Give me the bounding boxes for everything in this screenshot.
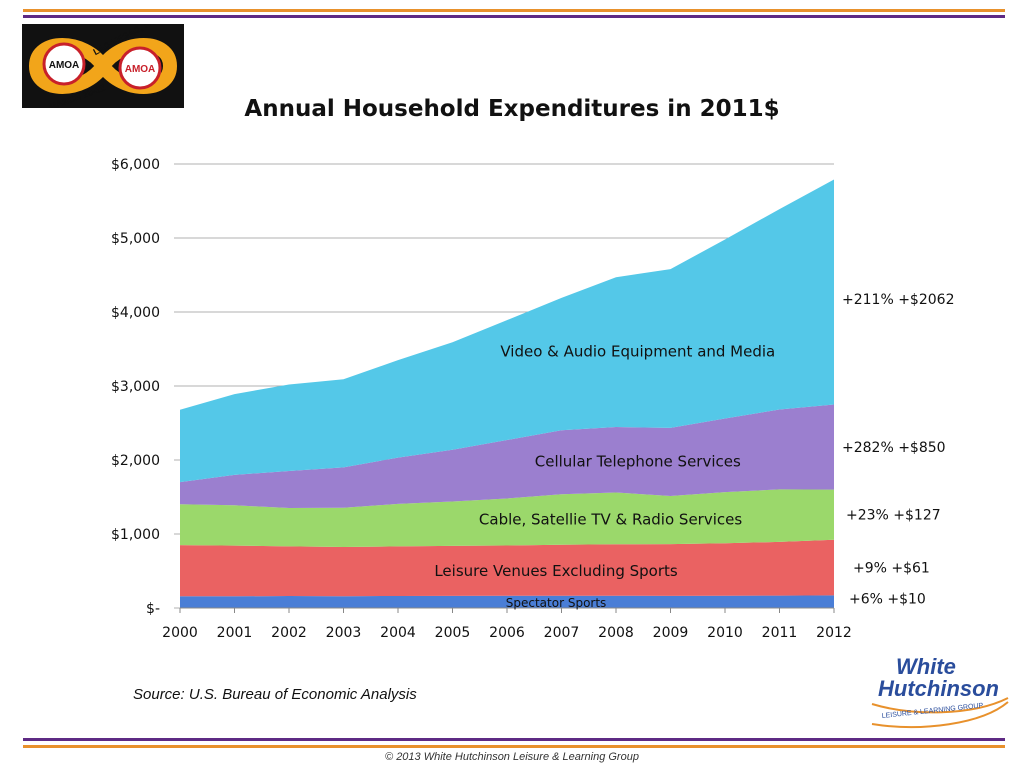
area-leisure-venues-excluding-sports: [180, 539, 834, 597]
white-hutchinson-logo-graphic: White Hutchinson LEISURE & LEARNING GROU…: [871, 654, 1009, 729]
chart-areas: [180, 179, 834, 608]
series-label: Cellular Telephone Services: [535, 453, 741, 471]
x-tick-label: 2012: [816, 625, 852, 641]
y-tick-label: $3,000: [111, 379, 160, 395]
chart-axes: $- $1,000 $2,000 $3,000 $4,000 $5,000 $6,000 20…: [111, 157, 852, 641]
x-tick-label: 2003: [326, 625, 362, 641]
logo-word-white: White: [896, 654, 956, 679]
logo-word-hutchinson: Hutchinson: [878, 676, 999, 701]
y-tick-label: $1,000: [111, 527, 160, 543]
amoa-event-logo: AMOA AMOA LAS VEGAS, NV MARCH 20-22: [22, 16, 184, 112]
series-change-annotation: +282% +$850: [842, 440, 946, 456]
logo-tagline: LEISURE & LEARNING GROUP: [881, 702, 983, 720]
area-video-audio-equipment-and-media: [180, 179, 834, 483]
x-tick-label: 2011: [762, 625, 798, 641]
white-hutchinson-logo: White Hutchinson LEISURE & LEARNING GROU…: [862, 652, 1010, 732]
series-change-annotation: +23% +$127: [846, 508, 941, 524]
area-spectator-sports: [180, 595, 834, 608]
x-tick-label: 2007: [544, 625, 580, 641]
top-rule-orange: [23, 9, 1005, 12]
slide-title: Annual Household Expenditures in 2011$: [244, 96, 780, 122]
y-tick-label: $-: [146, 601, 160, 617]
amoa-logo-graphic: AMOA AMOA LAS VEGAS, NV MARCH 20-22: [22, 16, 184, 112]
source-note: Source: U.S. Bureau of Economic Analysis: [133, 686, 417, 703]
x-tick-label: 2002: [271, 625, 307, 641]
x-tick-label: 2001: [217, 625, 253, 641]
y-tick-label: $6,000: [111, 157, 160, 173]
y-tick-label: $4,000: [111, 305, 160, 321]
series-change-annotation: +9% +$61: [853, 561, 930, 577]
bottom-rule-orange: [23, 745, 1005, 748]
y-tick-label: $5,000: [111, 231, 160, 247]
area-cellular-telephone-services: [180, 404, 834, 508]
bottom-rule-purple: [23, 738, 1005, 741]
series-label: Cable, Satellie TV & Radio Services: [479, 510, 742, 528]
chart-annotations: +6% +$10 +9% +$61 +23% +$127 +282% +$850 +21…: [842, 292, 954, 607]
chart-series-labels: Spectator Sports Leisure Venues Excluding…: [434, 343, 775, 610]
x-tick-label: 2000: [162, 625, 198, 641]
x-tick-label: 2009: [653, 625, 689, 641]
area-cable-satellie-tv-radio-services: [180, 489, 834, 547]
logo-badge-left-text: AMOA: [49, 60, 80, 71]
x-tick-label: 2006: [489, 625, 525, 641]
series-change-annotation: +6% +$10: [849, 591, 926, 607]
series-label: Spectator Sports: [506, 596, 607, 610]
x-tick-label: 2005: [435, 625, 471, 641]
footer-copyright: © 2013 White Hutchinson Leisure & Learni…: [385, 751, 639, 763]
x-tick-label: 2010: [707, 625, 743, 641]
top-rule-purple: [23, 15, 1005, 18]
x-tick-label: 2008: [598, 625, 634, 641]
series-label: Leisure Venues Excluding Sports: [434, 562, 678, 580]
series-label: Video & Audio Equipment and Media: [500, 343, 775, 361]
logo-badge-right-text: AMOA: [125, 64, 156, 75]
series-change-annotation: +211% +$2062: [842, 292, 954, 308]
x-tick-label: 2004: [380, 625, 416, 641]
y-tick-label: $2,000: [111, 453, 160, 469]
